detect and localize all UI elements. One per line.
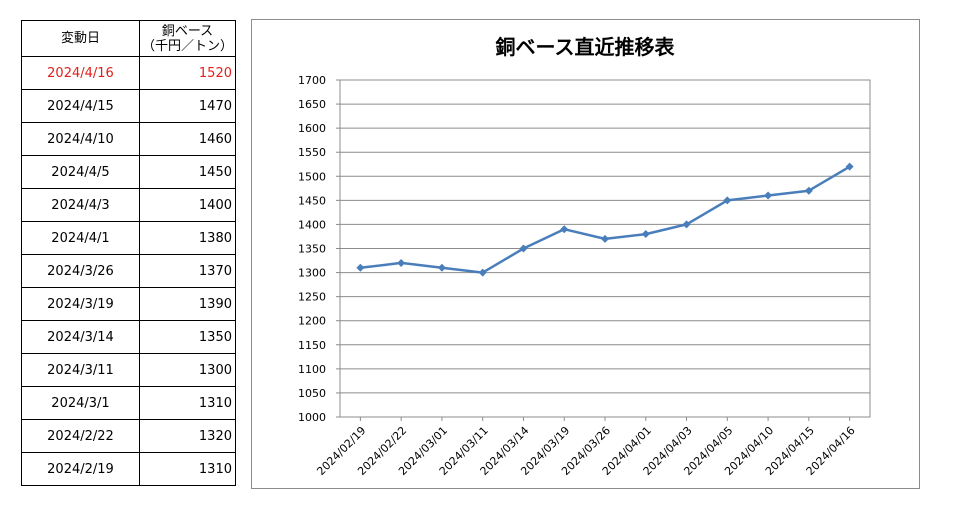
- y-tick-label: 1500: [298, 170, 326, 183]
- y-tick-label: 1300: [298, 267, 326, 280]
- table-row: 2024/3/1 1310: [21, 386, 236, 420]
- series-line: [360, 165, 851, 274]
- table-header-row: 変動日 銅ベース （千円／トン）: [21, 20, 236, 57]
- y-tick-label: 1350: [298, 243, 326, 256]
- price-cell: 1320: [139, 419, 236, 453]
- data-point: [397, 258, 406, 267]
- y-tick-label: 1650: [298, 98, 326, 111]
- y-tick-label: 1150: [298, 339, 326, 352]
- date-cell: 2024/2/19: [21, 452, 140, 486]
- date-cell: 2024/4/3: [21, 188, 140, 222]
- price-header-line1: 銅ベース: [161, 23, 214, 39]
- price-cell: 1460: [139, 122, 236, 156]
- data-point: [356, 263, 365, 272]
- y-tick-label: 1400: [298, 218, 326, 231]
- table-row: 2024/4/15 1470: [21, 89, 236, 123]
- table-row: 2024/4/10 1460: [21, 122, 236, 156]
- table-body: 変動日 銅ベース （千円／トン） 2024/4/16 1520 2024/4/15 1…: [21, 20, 236, 486]
- date-cell: 2024/3/11: [21, 353, 140, 387]
- data-point: [764, 191, 773, 200]
- date-cell: 2024/3/1: [21, 386, 140, 420]
- price-cell: 1390: [139, 287, 236, 321]
- price-cell: 1370: [139, 254, 236, 288]
- price-cell: 1380: [139, 221, 236, 255]
- price-cell: 1310: [139, 386, 236, 420]
- y-tick-label: 1100: [298, 363, 326, 376]
- table-row: 2024/2/22 1320: [21, 419, 236, 453]
- date-cell: 2024/4/10: [21, 122, 140, 156]
- data-point: [519, 244, 528, 253]
- data-point: [437, 263, 446, 272]
- price-table: 変動日 銅ベース （千円／トン） 2024/4/16 1520 2024/4/15 1…: [21, 20, 236, 486]
- date-cell: 2024/4/15: [21, 89, 140, 123]
- table-row: 2024/3/26 1370: [21, 254, 236, 288]
- data-point: [478, 268, 487, 277]
- y-tick-label: 1700: [298, 74, 326, 87]
- table-row: 2024/2/19 1310: [21, 452, 236, 486]
- data-point: [804, 186, 813, 195]
- date-cell: 2024/2/22: [21, 419, 140, 453]
- data-point: [682, 220, 691, 229]
- date-column-header: 変動日: [21, 20, 140, 57]
- y-tick-label: 1600: [298, 122, 326, 135]
- y-tick-label: 1550: [298, 146, 326, 159]
- chart-title: 銅ベース直近推移表: [496, 35, 676, 59]
- price-cell: 1470: [139, 89, 236, 123]
- chart-svg: 銅ベース直近推移表 1000 1050 1100 1150 1200 1250 1300 13…: [298, 35, 871, 478]
- data-point: [845, 162, 854, 171]
- date-cell: 2024/3/19: [21, 287, 140, 321]
- price-header-line2: （千円／トン）: [141, 38, 233, 54]
- table-row: 2024/4/5 1450: [21, 155, 236, 189]
- data-point: [723, 196, 732, 205]
- price-cell: 1300: [139, 353, 236, 387]
- table-row: 2024/4/1 1380: [21, 221, 236, 255]
- date-cell: 2024/4/16: [21, 56, 140, 90]
- y-tick-label: 1000: [298, 411, 326, 424]
- price-cell: 1520: [139, 56, 236, 90]
- data-point: [641, 230, 650, 239]
- data-point: [601, 234, 609, 243]
- price-cell: 1450: [139, 155, 236, 189]
- y-tick-label: 1450: [298, 194, 326, 207]
- y-tick-label: 1200: [298, 315, 326, 328]
- date-cell: 2024/4/1: [21, 221, 140, 255]
- date-cell: 2024/3/14: [21, 320, 140, 354]
- table-row: 2024/4/16 1520: [21, 56, 236, 90]
- price-cell: 1310: [139, 452, 236, 486]
- y-tick-label: 1050: [298, 387, 326, 400]
- price-cell: 1400: [139, 188, 236, 222]
- price-column-header: 銅ベース （千円／トン）: [139, 20, 236, 57]
- price-cell: 1350: [139, 320, 236, 354]
- table-row: 2024/3/14 1350: [21, 320, 236, 354]
- table-row: 2024/3/19 1390: [21, 287, 236, 321]
- y-tick-label: 1250: [298, 291, 326, 304]
- price-trend-chart: 銅ベース直近推移表 1000 1050 1100 1150 1200 1250 1300 13…: [251, 19, 920, 489]
- date-cell: 2024/3/26: [21, 254, 140, 288]
- date-cell: 2024/4/5: [21, 155, 140, 189]
- table-row: 2024/4/3 1400: [21, 188, 236, 222]
- table-row: 2024/3/11 1300: [21, 353, 236, 387]
- data-point: [560, 225, 569, 234]
